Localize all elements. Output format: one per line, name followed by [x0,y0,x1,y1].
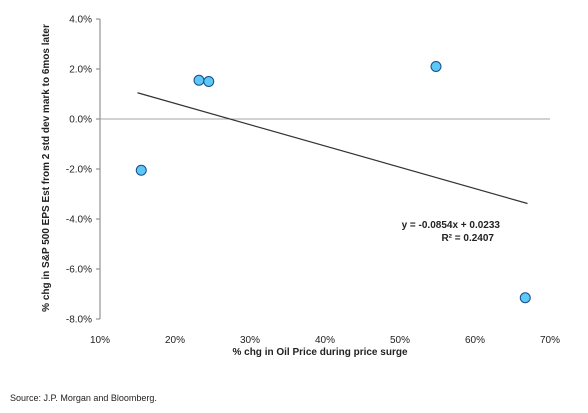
x-tick-label: 30% [240,335,260,346]
y-tick-label: -8.0% [66,315,92,326]
data-point [203,76,215,87]
data-point [519,292,531,304]
x-tick-label: 20% [165,335,185,346]
y-tick-label: 4.0% [69,15,92,26]
y-axis-title: % chg in S&P 500 EPS Est from 2 std dev … [41,24,52,312]
data-point [193,74,205,86]
y-tick-label: 2.0% [69,65,92,76]
y-tick-label: -2.0% [66,165,92,176]
trendline [137,92,528,205]
x-axis-title: % chg in Oil Price during price surge [232,347,407,358]
scatter-chart: -8.0% -6.0% -4.0% -2.0% 0.0% 2.0% 4.0% 10% 20% 30… [41,15,560,359]
y-tick-label: -6.0% [66,265,92,276]
x-tick-label: 50% [390,335,410,346]
trendline-equation: y = -0.0854x + 0.0233 [402,220,501,231]
x-tick-label: 10% [90,335,110,346]
source-note: Source: J.P. Morgan and Bloomberg. [10,393,157,403]
y-tick-label: -4.0% [66,215,92,226]
y-tick-label: 0.0% [69,115,92,126]
data-point [430,61,442,72]
x-tick-label: 40% [315,335,335,346]
plot-area: -8.0% -6.0% -4.0% -2.0% 0.0% 2.0% 4.0% 10% 20% 30… [66,15,560,347]
data-point [135,164,147,176]
x-tick-label: 70% [540,335,560,346]
x-tick-label: 60% [465,335,485,346]
trendline-r-squared: R² = 0.2407 [441,233,494,244]
